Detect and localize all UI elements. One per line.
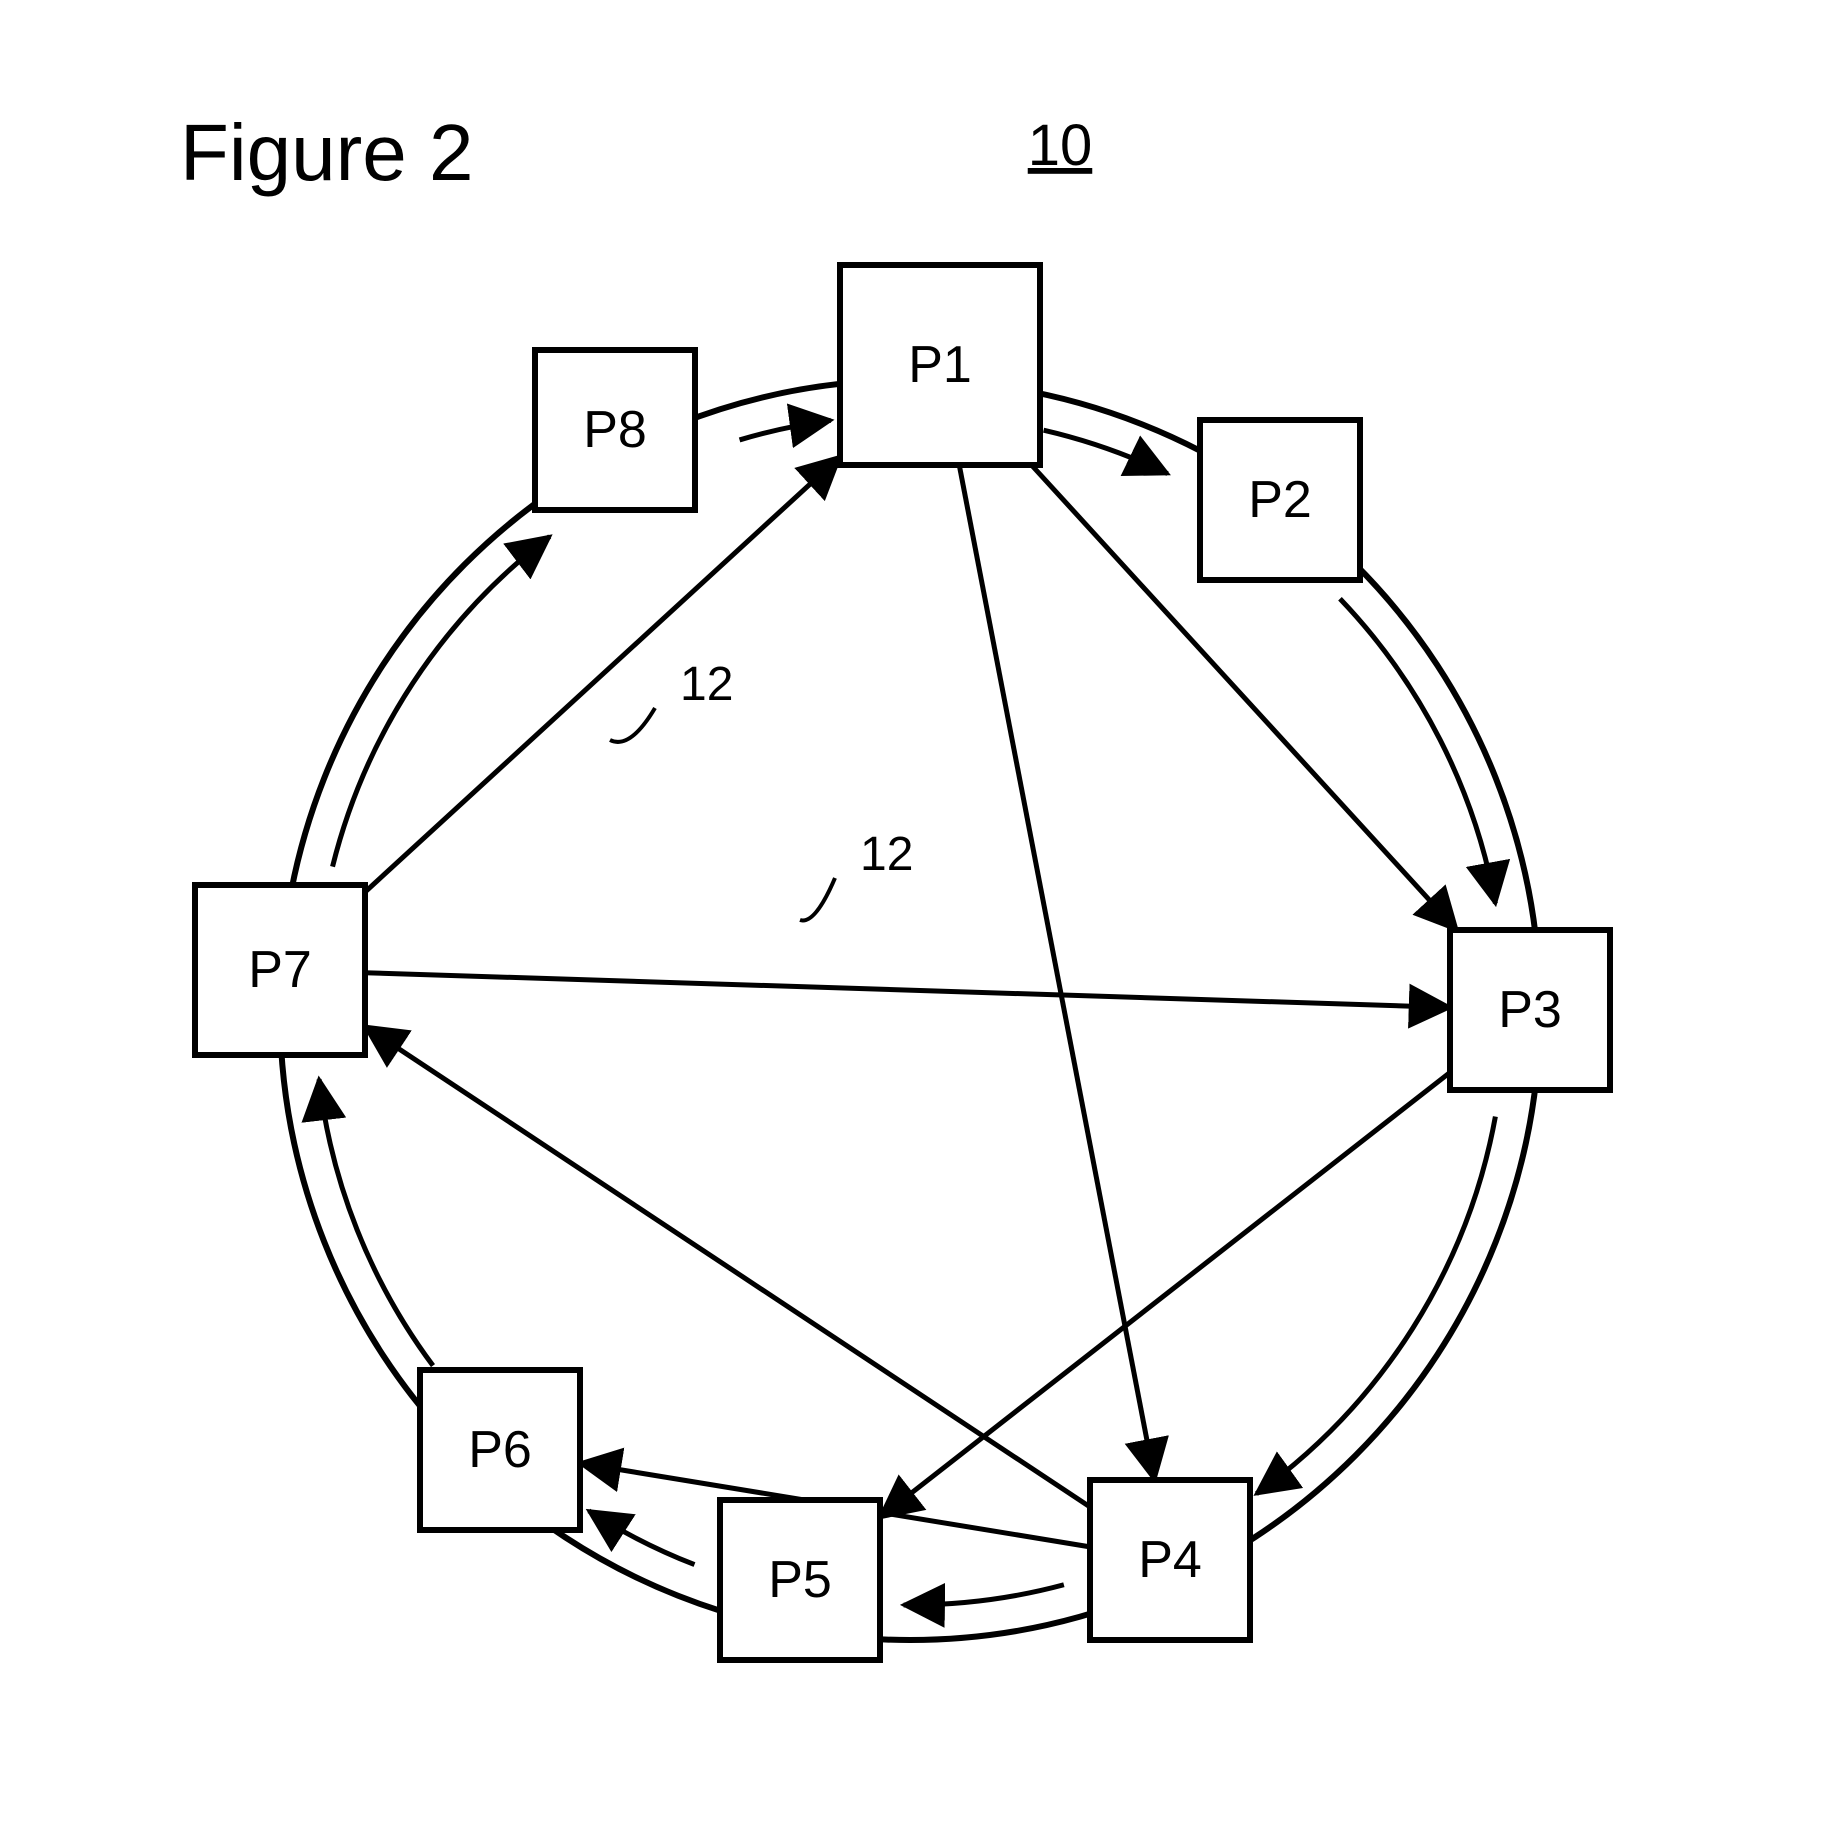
callout-label: 12 [680, 658, 733, 711]
node-label: P5 [768, 1551, 832, 1609]
node-label: P8 [583, 401, 647, 459]
arc-P5-P6 [589, 1511, 695, 1565]
figure-svg: Figure 2 10 12 12 P1 P2 P3 P4 P5 P6 P7 P8 [0, 0, 1844, 1838]
node-label: P7 [248, 941, 312, 999]
arc-P8-P1 [740, 420, 831, 440]
reference-number: 10 [1028, 113, 1093, 178]
figure-title: Figure 2 [180, 108, 473, 197]
node-label: P6 [468, 1421, 532, 1479]
arc-P6-P7 [319, 1079, 433, 1365]
node-P8: P8 [535, 350, 695, 510]
callout-label: 12 [860, 828, 913, 881]
node-label: P1 [908, 336, 972, 394]
node-P6: P6 [420, 1370, 580, 1530]
arc-P1-P2 [1044, 430, 1168, 473]
callout-group: 12 12 [610, 658, 913, 920]
arc-P4-P5 [904, 1585, 1064, 1605]
node-P3: P3 [1450, 930, 1610, 1090]
node-P1: P1 [840, 265, 1040, 465]
node-P7: P7 [195, 885, 365, 1055]
edge-P7-P1 [365, 457, 840, 892]
node-P5: P5 [720, 1500, 880, 1660]
node-group: P1 P2 P3 P4 P5 P6 P7 P8 [195, 265, 1610, 1660]
edge-P7-P3 [365, 973, 1450, 1008]
node-label: P2 [1248, 471, 1312, 529]
callout-leader [610, 708, 655, 742]
node-P4: P4 [1090, 1480, 1250, 1640]
node-label: P3 [1498, 981, 1562, 1039]
node-P2: P2 [1200, 420, 1360, 580]
node-label: P4 [1138, 1531, 1202, 1589]
edge-P3-P5 [880, 1072, 1450, 1517]
callout-leader [800, 878, 835, 920]
arc-P2-P3 [1340, 599, 1495, 904]
